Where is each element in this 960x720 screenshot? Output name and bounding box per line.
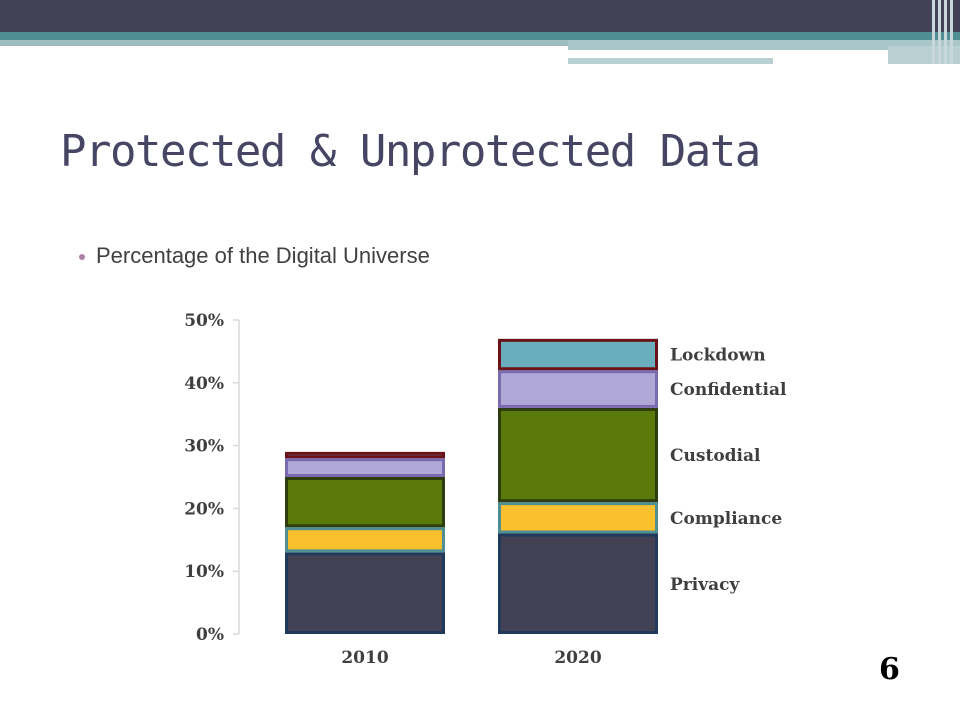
header-deco-line (944, 0, 947, 64)
page-number: 6 (879, 652, 900, 687)
x-category-label: 2020 (554, 648, 601, 668)
header-accent-stripe (0, 32, 960, 40)
bar-segment-compliance-2010 (285, 527, 445, 553)
header-accent-block (888, 46, 960, 64)
y-tick-label: 10% (184, 562, 224, 582)
legend-label-confidential: Confidential (670, 380, 787, 400)
legend-label-compliance: Compliance (670, 509, 782, 529)
y-tick-label: 50% (184, 311, 224, 331)
y-tick-label: 40% (184, 374, 224, 394)
header-accent-line (568, 50, 888, 52)
header-deco-line (932, 0, 935, 64)
bar-segment-custodial-2010 (285, 477, 445, 528)
header-accent-stripe-lower (568, 58, 773, 64)
bar-segment-privacy-2020 (498, 533, 658, 635)
slide-title: Protected & Unprotected Data (60, 126, 761, 177)
y-tick-label: 20% (184, 499, 224, 519)
header-deco-line (938, 0, 941, 64)
header-accent-stripe-right (568, 40, 960, 50)
y-tick-label: 30% (184, 437, 224, 457)
y-tick-label: 0% (196, 625, 224, 645)
bar-segment-lockdown-2010 (285, 451, 445, 459)
header-accent-stripe-left (0, 40, 568, 46)
legend-label-privacy: Privacy (670, 575, 740, 595)
bar-segment-lockdown-2020 (498, 338, 658, 371)
bullet-text: Percentage of the Digital Universe (96, 243, 430, 268)
bar-segment-compliance-2020 (498, 502, 658, 534)
bar-segment-custodial-2020 (498, 407, 658, 503)
bar-segment-confidential-2010 (285, 458, 445, 478)
bullet-dot-icon (79, 254, 85, 260)
header-deco-line (950, 0, 953, 64)
header-bar (0, 0, 960, 32)
legend-label-lockdown: Lockdown (670, 346, 766, 366)
bar-segment-privacy-2010 (285, 552, 445, 634)
bar-segment-confidential-2020 (498, 370, 658, 408)
legend-label-custodial: Custodial (670, 446, 761, 466)
x-category-label: 2010 (341, 648, 388, 668)
